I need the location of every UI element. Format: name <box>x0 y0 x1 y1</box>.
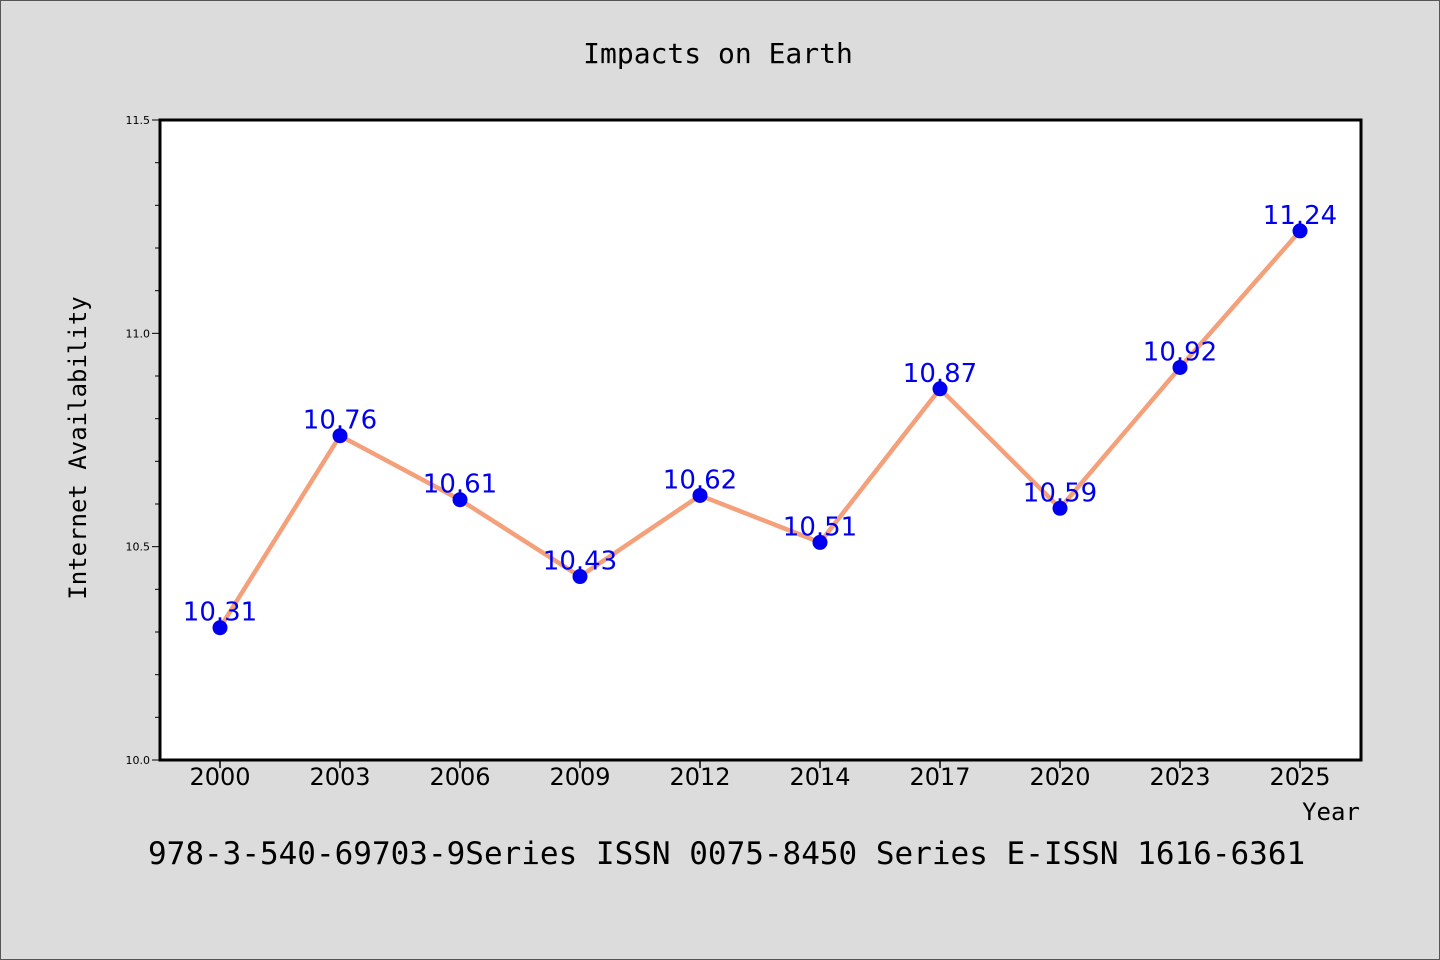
data-label: 10.59 <box>1023 478 1097 508</box>
data-point-marker <box>812 534 828 550</box>
chart-title: Impacts on Earth <box>583 37 853 70</box>
data-point-marker <box>212 620 228 636</box>
y-tick-label: 11.0 <box>126 327 151 340</box>
x-tick-label: 2023 <box>1149 763 1210 791</box>
y-axis-label: Internet Availability <box>64 296 92 599</box>
series-line <box>217 228 1303 630</box>
data-label: 10.87 <box>903 359 977 389</box>
data-point-marker <box>1172 359 1188 375</box>
x-tick-label: 2006 <box>429 763 490 791</box>
x-tick-label: 2020 <box>1029 763 1090 791</box>
x-tick-label: 2014 <box>789 763 850 791</box>
data-label: 10.51 <box>783 512 857 542</box>
y-tick-label: 11.5 <box>126 114 151 127</box>
x-tick-label: 2012 <box>669 763 730 791</box>
data-label: 10.92 <box>1143 337 1217 367</box>
y-tick-label: 10.0 <box>126 754 151 767</box>
plot-area <box>158 118 1363 762</box>
data-label: 10.62 <box>663 465 737 495</box>
x-axis-label: Year <box>1302 798 1360 826</box>
x-tick-label: 2009 <box>549 763 610 791</box>
y-tick-label: 10.5 <box>126 541 151 554</box>
data-point-marker <box>332 428 348 444</box>
data-label: 10.43 <box>543 547 617 577</box>
x-tick-label: 2000 <box>189 763 250 791</box>
data-point-marker <box>692 487 708 503</box>
data-label: 10.61 <box>423 470 497 500</box>
data-label: 11.24 <box>1263 201 1337 231</box>
x-tick-label: 2003 <box>309 763 370 791</box>
x-tick-label: 2025 <box>1269 763 1330 791</box>
data-point-marker <box>452 492 468 508</box>
footer-text: 978-3-540-69703-9Series ISSN 0075-8450 S… <box>148 836 1305 872</box>
data-point-marker <box>1292 223 1308 239</box>
data-label: 10.31 <box>183 598 257 628</box>
x-axis: 2000 2003 2006 2009 2012 2014 2017 2020 2023 2025 <box>189 760 1331 791</box>
data-point-marker <box>1052 500 1068 516</box>
y-axis: 10.0 10.5 11.0 11.5 <box>126 114 160 767</box>
data-point-marker <box>932 381 948 397</box>
data-label: 10.76 <box>303 406 377 436</box>
data-point-marker <box>572 569 588 585</box>
series-layer: 10.31 10.76 10.61 10.43 10.62 10.51 10.87 10.59… <box>183 201 1337 636</box>
x-tick-label: 2017 <box>909 763 970 791</box>
